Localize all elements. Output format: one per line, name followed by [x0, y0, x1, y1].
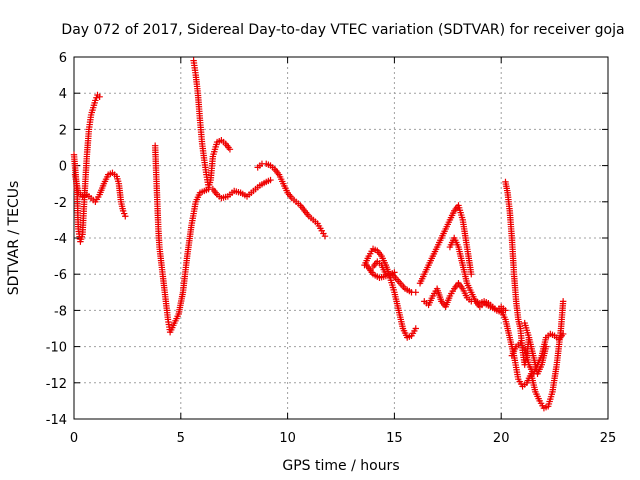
data-point: [412, 289, 419, 296]
y-tick-label: 2: [59, 123, 67, 138]
data-point: [96, 93, 103, 101]
x-tick-label: 15: [386, 431, 403, 446]
y-tick-label: -2: [54, 196, 67, 211]
y-tick-label: 4: [59, 87, 67, 102]
chart-title: Day 072 of 2017, Sidereal Day-to-day VTE…: [61, 22, 624, 38]
data-point: [412, 325, 419, 332]
y-tick-label: -12: [46, 377, 67, 392]
y-tick-label: -8: [54, 304, 67, 319]
data-point: [391, 269, 398, 276]
data-point: [122, 213, 129, 220]
x-tick-label: 0: [70, 431, 78, 446]
data-point: [468, 271, 475, 278]
data-point: [226, 146, 234, 153]
y-tick-label: -6: [54, 268, 67, 283]
data-point: [267, 176, 274, 184]
y-tick-label: -10: [46, 341, 67, 356]
y-axis-title: SDTVAR / TECUs: [6, 181, 22, 296]
data-point: [559, 330, 567, 338]
y-tick-label: 6: [59, 51, 67, 66]
data-point: [321, 232, 329, 240]
x-tick-label: 25: [600, 431, 617, 446]
x-tick-label: 5: [177, 431, 185, 446]
x-tick-labels: 0 5 10 15 20 25: [70, 431, 616, 446]
y-tick-labels: -14 -12 -10 -8 -6 -4 -2 0 2 4 6: [46, 51, 67, 428]
x-axis-title: GPS time / hours: [282, 458, 399, 474]
data-points: [70, 57, 567, 412]
data-point: [559, 298, 567, 305]
x-tick-label: 10: [279, 431, 296, 446]
y-tick-label: -14: [46, 413, 67, 428]
y-tick-label: 0: [59, 160, 67, 175]
data-point: [542, 343, 550, 350]
y-tick-label: -4: [54, 232, 67, 247]
x-tick-label: 20: [493, 431, 510, 446]
